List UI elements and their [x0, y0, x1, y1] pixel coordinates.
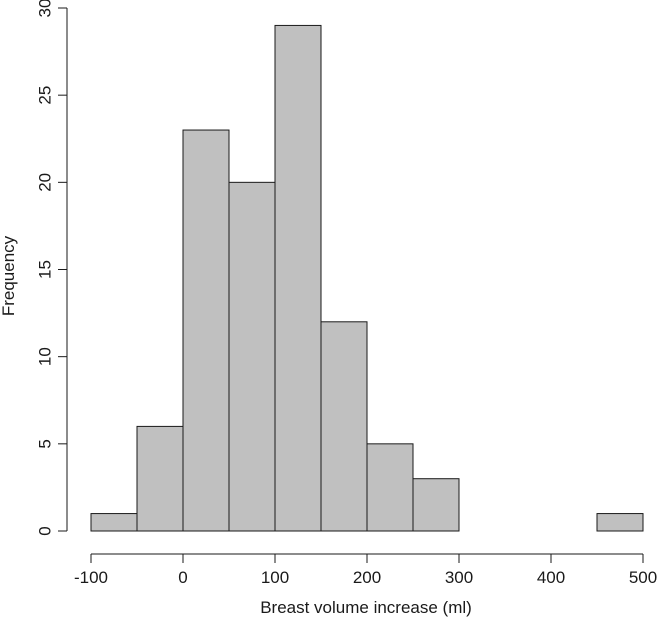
histogram-bar-0 — [90, 513, 138, 532]
x-tick-label-400: 400 — [537, 568, 565, 587]
histogram-bar-1 — [136, 425, 184, 532]
x-tick-label--100: -100 — [74, 568, 108, 587]
x-axis: -100 0 100 200 300 400 500 — [74, 553, 657, 587]
x-tick-label-100: 100 — [261, 568, 289, 587]
histogram-bars — [90, 24, 644, 532]
histogram-bar-2 — [182, 129, 230, 532]
histogram-bar-4 — [274, 24, 322, 532]
x-axis-title: Breast volume increase (ml) — [260, 598, 472, 617]
y-tick-label-20: 20 — [36, 173, 55, 192]
histogram-bar-7 — [412, 478, 460, 532]
y-tick-label-10: 10 — [36, 347, 55, 366]
histogram-bar-6 — [366, 443, 414, 532]
x-tick-label-300: 300 — [445, 568, 473, 587]
x-tick-label-200: 200 — [353, 568, 381, 587]
histogram-bar-11 — [596, 513, 644, 532]
x-tick-label-500: 500 — [629, 568, 657, 587]
y-tick-label-25: 25 — [36, 86, 55, 105]
histogram-bar-3 — [228, 181, 276, 532]
histogram-bar-5 — [320, 321, 368, 532]
y-tick-label-15: 15 — [36, 260, 55, 279]
y-tick-label-0: 0 — [36, 526, 55, 535]
y-axis: 0 5 10 15 20 25 30 — [36, 0, 68, 536]
y-tick-label-5: 5 — [36, 439, 55, 448]
x-tick-label-0: 0 — [178, 568, 187, 587]
y-axis-title: Frequency — [0, 235, 18, 316]
y-tick-label-30: 30 — [36, 0, 55, 17]
